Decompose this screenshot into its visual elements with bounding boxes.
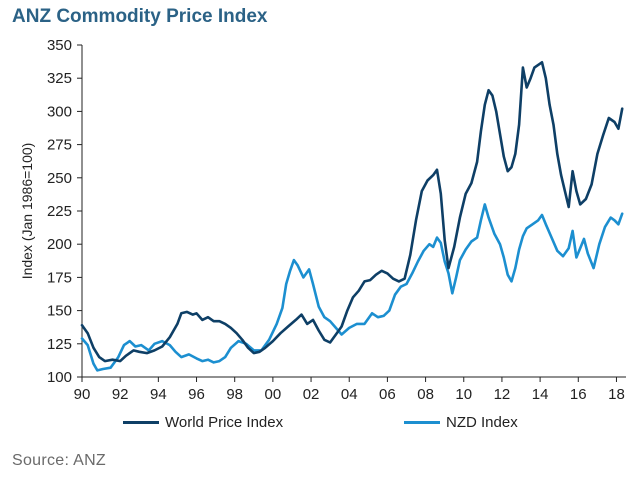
y-tick-label-350: 350: [47, 37, 72, 54]
series-line-nzd-index: [80, 203, 624, 372]
x-tick-label-04: 04: [341, 386, 358, 403]
x-tick-label-06: 06: [379, 386, 396, 403]
legend-swatch-world: [123, 421, 159, 424]
chart-title: ANZ Commodity Price Index: [12, 6, 268, 27]
series-line-world-price-index: [80, 61, 624, 363]
x-tick-label-00: 00: [265, 386, 282, 403]
legend-item-world: World Price Index: [123, 414, 283, 431]
legend-label-nzd: NZD Index: [446, 414, 518, 431]
legend-label-world: World Price Index: [165, 414, 284, 431]
y-tick-label-300: 300: [47, 103, 72, 120]
x-tick-label-16: 16: [570, 386, 587, 403]
x-tick-label-94: 94: [150, 386, 167, 403]
y-tick-label-200: 200: [47, 236, 72, 253]
x-tick-label-98: 98: [226, 386, 243, 403]
y-tick-label-175: 175: [47, 269, 72, 286]
y-tick-label-225: 225: [47, 203, 72, 220]
y-tick-label-275: 275: [47, 137, 72, 154]
x-tick-label-08: 08: [417, 386, 434, 403]
y-axis-label: Index (Jan 1986=100): [19, 143, 35, 280]
y-tick-label-250: 250: [47, 170, 72, 187]
x-tick-label-10: 10: [455, 386, 472, 403]
x-tick-label-14: 14: [532, 386, 549, 403]
source-note: Source: ANZ: [12, 452, 107, 469]
legend-item-nzd: NZD Index: [404, 414, 518, 431]
x-tick-label-02: 02: [303, 386, 320, 403]
x-tick-label-12: 12: [494, 386, 511, 403]
y-axis-label-text: Index (Jan 1986=100): [19, 143, 35, 280]
y-tick-label-125: 125: [47, 336, 72, 353]
x-tick-label-96: 96: [188, 386, 205, 403]
y-tick-label-150: 150: [47, 303, 72, 320]
x-tick-label-90: 90: [74, 386, 91, 403]
x-tick-label-92: 92: [112, 386, 129, 403]
x-tick-label-18: 18: [608, 386, 625, 403]
y-tick-label-325: 325: [47, 70, 72, 87]
y-tick-label-100: 100: [47, 369, 72, 386]
legend-swatch-nzd: [404, 421, 440, 424]
